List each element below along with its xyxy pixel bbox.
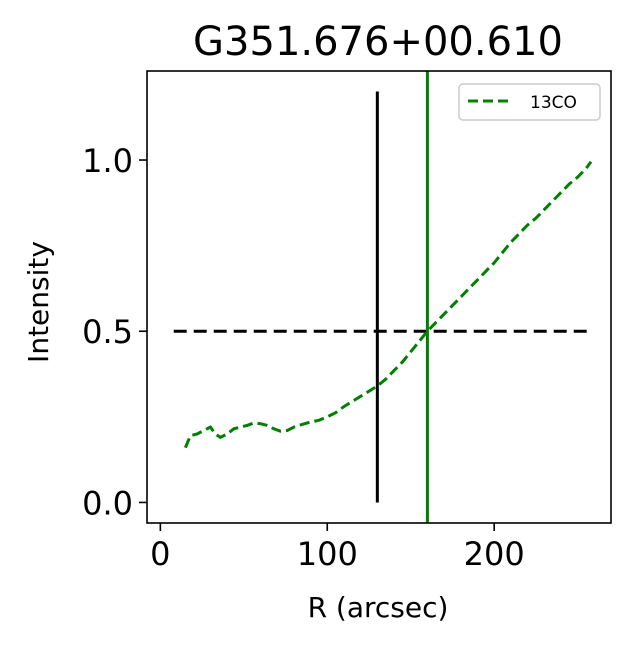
x-axis-label: R (arcsec): [308, 591, 449, 624]
series-line-13co: [184, 160, 593, 449]
y-axis-label: Intensity: [22, 241, 55, 363]
x-tick-label: 200: [464, 535, 525, 573]
legend: 13CO: [458, 83, 601, 121]
y-tick-label: 0.5: [82, 313, 133, 351]
plot-layer: [173, 71, 593, 523]
axes-layer: 0 100 200 0.0 0.5 1.0: [82, 70, 612, 573]
legend-frame: [458, 83, 601, 121]
y-tick-label: 1.0: [82, 142, 133, 180]
x-tick-label: 100: [297, 535, 358, 573]
x-tick-label: 0: [150, 535, 170, 573]
y-tick-label: 0.0: [82, 484, 133, 522]
legend-13co-label: 13CO: [530, 93, 577, 113]
chart-title: G351.676+00.610: [193, 19, 563, 65]
plot-frame: [146, 70, 612, 524]
